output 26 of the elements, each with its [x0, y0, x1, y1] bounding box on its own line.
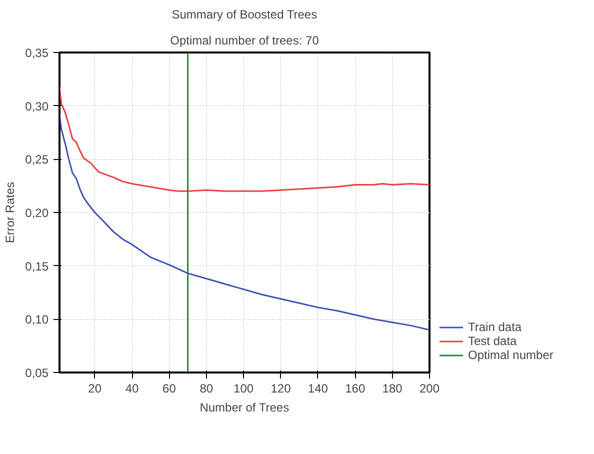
x-axis-title: Number of Trees	[200, 400, 290, 414]
x-tick-label: 180	[382, 382, 403, 396]
chart-subtitle: Optimal number of trees: 70	[170, 34, 320, 48]
x-tick-label: 100	[234, 382, 254, 396]
line-series	[60, 114, 430, 331]
y-tick-label: 0,25	[25, 152, 49, 167]
y-tick-label: 0,05	[25, 366, 49, 380]
y-tick-label: 0,10	[25, 312, 49, 327]
y-axis-title: Error Rates	[3, 182, 18, 244]
x-tick-label: 40	[125, 382, 140, 396]
legend-label: Test data	[468, 334, 517, 348]
x-tick-label: 140	[308, 382, 328, 396]
y-tick-label: 0,35	[25, 46, 49, 60]
y-tick-label: 0,20	[25, 206, 49, 220]
x-tick-label: 60	[162, 382, 176, 396]
legend-label: Train data	[468, 320, 522, 334]
x-tick-label: 120	[270, 382, 292, 396]
y-tick-label: 0,15	[25, 259, 49, 274]
x-tick-label: 80	[200, 382, 214, 396]
line-series	[60, 86, 430, 192]
y-tick-label: 0,30	[25, 99, 49, 114]
x-tick-label: 200	[419, 382, 440, 396]
x-tick-label: 20	[88, 382, 102, 396]
x-tick-label: 160	[345, 382, 366, 396]
chart-title: Summary of Boosted Trees	[172, 8, 318, 22]
legend-label: Optimal number	[468, 348, 554, 362]
